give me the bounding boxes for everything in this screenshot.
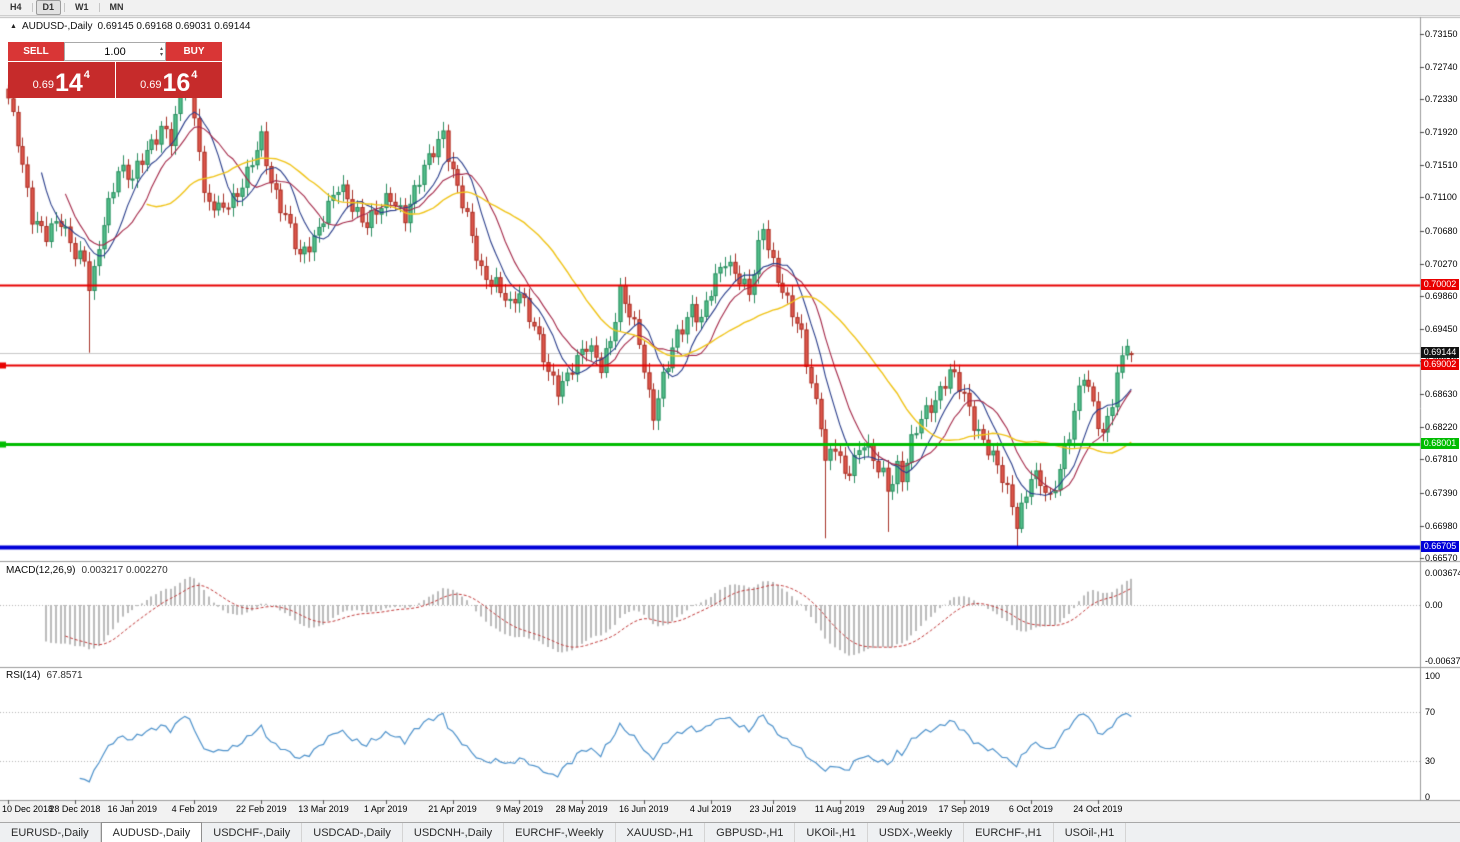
- timeframe-button-mn[interactable]: MN: [109, 2, 124, 12]
- timeframe-button-d1[interactable]: D1: [35, 0, 62, 15]
- one-click-top-row: SELL 1.00 ▴ ▾ BUY: [8, 42, 222, 61]
- toolbar-separator: [98, 3, 100, 12]
- rsi-axis-label: 100: [1425, 671, 1441, 681]
- date-axis-label: 17 Sep 2019: [938, 804, 990, 814]
- one-click-trading-panel: SELL 1.00 ▴ ▾ BUY 0.69 14 4 0.69 16 4: [8, 42, 222, 98]
- chart-tab-audusd-daily[interactable]: AUDUSD-,Daily: [100, 822, 203, 842]
- price-tick-label: 0.67810: [1425, 454, 1458, 465]
- volume-spinner[interactable]: ▴ ▾: [160, 44, 163, 59]
- chart-tab-usdchf-daily[interactable]: USDCHF-,Daily: [202, 823, 303, 842]
- chart-tabs-bar: EURUSD-,Daily AUDUSD-,Daily USDCHF-,Daily U…: [0, 822, 1460, 842]
- rsi-axis-label: 70: [1425, 707, 1436, 718]
- chart-tab-ukoil-h1[interactable]: UKOil-,H1: [795, 823, 868, 842]
- date-axis-label: 28 Dec 2018: [49, 804, 101, 814]
- timeframe-button-w1[interactable]: W1: [75, 2, 89, 12]
- chart-tab-eurusd-daily[interactable]: EURUSD-,Daily: [0, 823, 101, 842]
- volume-field[interactable]: 1.00 ▴ ▾: [64, 42, 166, 61]
- date-axis-label: 4 Feb 2019: [171, 804, 218, 814]
- sell-price-display[interactable]: 0.69 14 4: [8, 62, 115, 98]
- chart-tab-gbpusd-h1[interactable]: GBPUSD-,H1: [705, 823, 796, 842]
- chart-symbol: AUDUSD-,Daily: [21, 21, 93, 32]
- price-tick-label: 0.71920: [1425, 127, 1458, 138]
- price-tick-label: 0.68220: [1425, 421, 1458, 432]
- one-click-collapse-icon[interactable]: ▲: [10, 23, 17, 30]
- rsi-value: 67.8571: [46, 670, 83, 681]
- chart-tab-eurchf-h1[interactable]: EURCHF-,H1: [964, 823, 1054, 842]
- sell-price-big: 14: [54, 69, 83, 97]
- date-axis-label: 6 Oct 2019: [1008, 804, 1053, 814]
- price-tick-label: 0.71100: [1425, 192, 1457, 203]
- price-tick-label: 0.68630: [1425, 389, 1458, 400]
- volume-value[interactable]: 1.00: [104, 45, 126, 58]
- date-axis-label: 11 Aug 2019: [814, 804, 865, 814]
- date-axis-label: 10 Dec 2018: [2, 804, 54, 814]
- macd-axis-label: 0.00: [1425, 600, 1443, 610]
- sell-button[interactable]: SELL: [8, 42, 64, 61]
- chart-tab-usdcnh-daily[interactable]: USDCNH-,Daily: [403, 823, 505, 842]
- rsi-indicator-label: RSI(14) 67.8571: [6, 670, 83, 681]
- chart-tab-usdx-weekly[interactable]: USDX-,Weekly: [868, 823, 965, 842]
- macd-axis-label: -0.006378: [1425, 655, 1460, 666]
- chart-tab-xauusd-h1[interactable]: XAUUSD-,H1: [616, 823, 706, 842]
- date-axis-label: 1 Apr 2019: [363, 804, 408, 814]
- price-tick-label: 0.73150: [1425, 29, 1458, 40]
- date-axis-label: 16 Jun 2019: [618, 804, 669, 814]
- price-tick-label: 0.70270: [1425, 258, 1458, 269]
- price-tick-label: 0.72330: [1425, 94, 1458, 105]
- price-tick-label: 0.70680: [1425, 225, 1458, 236]
- price-tick-label: 0.67390: [1425, 487, 1458, 498]
- timeframe-button-h4[interactable]: H4: [10, 2, 22, 12]
- hline-price-tag[interactable]: 0.66705: [1421, 541, 1459, 553]
- buy-price-sup: 4: [191, 69, 198, 81]
- macd-name: MACD(12,26,9): [6, 565, 76, 576]
- price-tick-label: 0.66980: [1425, 520, 1458, 531]
- price-tick-label: 0.69450: [1425, 323, 1458, 334]
- hline-price-tag[interactable]: 0.68001: [1421, 438, 1459, 450]
- macd-axis-label: 0.003674: [1425, 567, 1460, 578]
- rsi-axis-label: 30: [1425, 755, 1436, 766]
- toolbar-separator: [64, 3, 66, 12]
- chart-tab-usoil-h1[interactable]: USOil-,H1: [1054, 823, 1127, 842]
- chart-title: ▲ AUDUSD-,Daily 0.69145 0.69168 0.69031 …: [10, 21, 250, 32]
- sell-price-prefix: 0.69: [32, 79, 54, 91]
- date-axis-label: 23 Jul 2019: [749, 804, 797, 814]
- chart-tab-usdcad-daily[interactable]: USDCAD-,Daily: [302, 823, 403, 842]
- chart-ohlc-values: 0.69145 0.69168 0.69031 0.69144: [97, 21, 251, 32]
- macd-values: 0.003217 0.002270: [81, 565, 168, 576]
- buy-price-big: 16: [162, 69, 191, 97]
- hline-price-tag[interactable]: 0.69002: [1421, 358, 1459, 370]
- timeframe-toolbar: H4 D1 W1 MN: [0, 0, 1460, 16]
- one-click-price-row: 0.69 14 4 0.69 16 4: [8, 62, 222, 98]
- price-tick-label: 0.71510: [1425, 159, 1458, 170]
- date-axis-label: 9 May 2019: [495, 804, 543, 814]
- price-tick-label: 0.72740: [1425, 61, 1458, 72]
- sell-price-sup: 4: [83, 69, 90, 81]
- price-tick-label: 0.69860: [1425, 291, 1458, 302]
- date-axis-label: 29 Aug 2019: [876, 804, 928, 814]
- date-axis-label: 4 Jul 2019: [689, 804, 732, 814]
- spinner-down-icon[interactable]: ▾: [159, 51, 163, 58]
- date-axis-label: 22 Feb 2019: [236, 804, 287, 814]
- spinner-up-icon[interactable]: ▴: [159, 45, 163, 52]
- hline-price-tag[interactable]: 0.70002: [1421, 278, 1459, 290]
- buy-price-prefix: 0.69: [140, 79, 162, 91]
- date-axis-label: 24 Oct 2019: [1073, 804, 1123, 814]
- toolbar-separator: [31, 3, 33, 12]
- buy-button[interactable]: BUY: [166, 42, 222, 61]
- buy-price-display[interactable]: 0.69 16 4: [115, 62, 222, 98]
- rsi-name: RSI(14): [6, 670, 41, 681]
- price-tick-label: 0.66570: [1425, 553, 1458, 564]
- current-price-tag: 0.69144: [1421, 347, 1459, 359]
- macd-indicator-label: MACD(12,26,9) 0.003217 0.002270: [6, 565, 168, 576]
- date-axis-label: 16 Jan 2019: [107, 804, 158, 814]
- date-axis-label: 21 Apr 2019: [428, 804, 477, 814]
- rsi-axis-label: 0: [1425, 792, 1431, 802]
- date-axis-label: 28 May 2019: [555, 804, 608, 814]
- chart-tab-eurchf-weekly[interactable]: EURCHF-,Weekly: [504, 823, 616, 842]
- date-axis-label: 13 Mar 2019: [298, 804, 349, 814]
